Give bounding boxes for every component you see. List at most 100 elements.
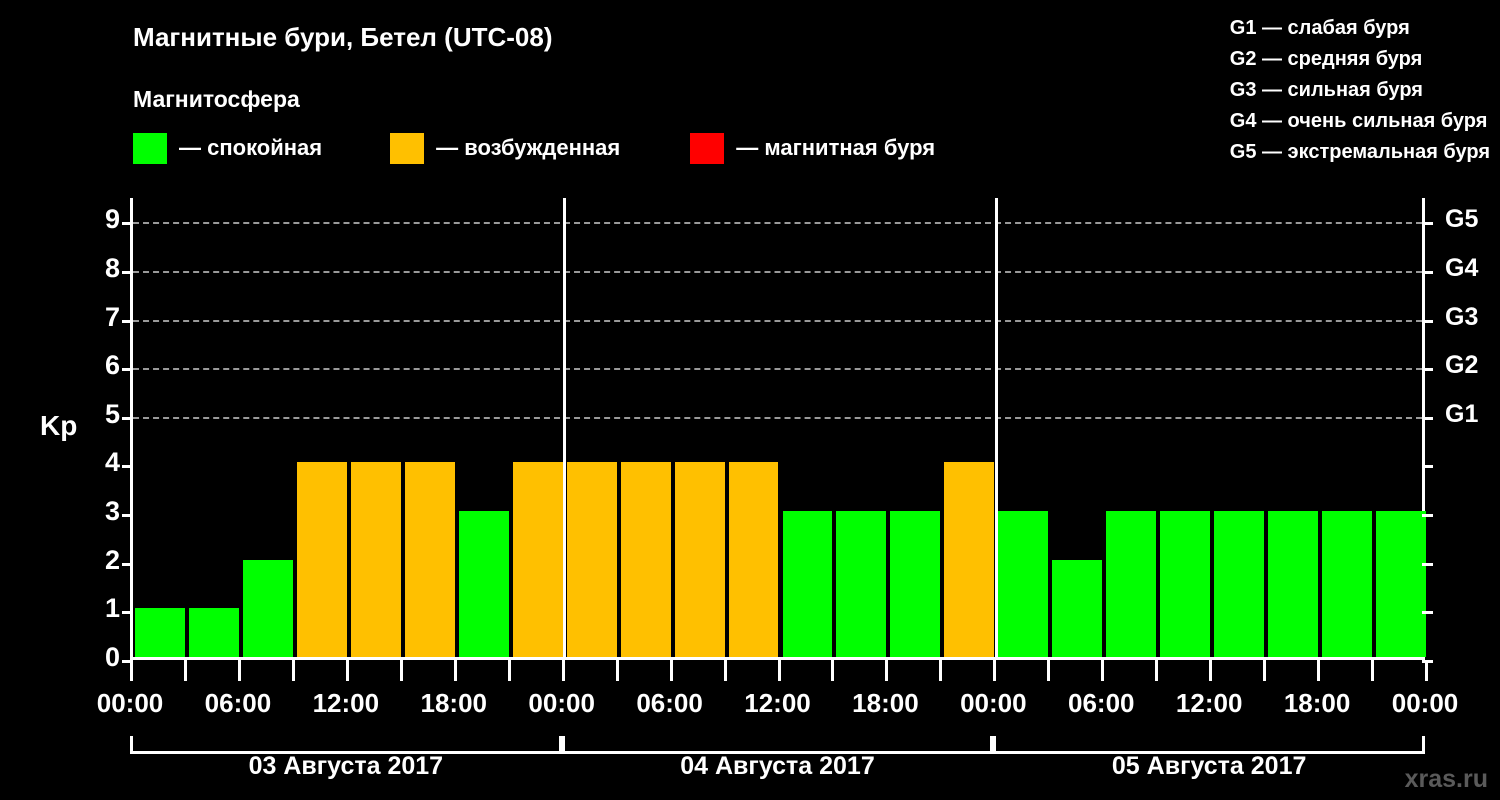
y-tick-left-9	[122, 222, 133, 226]
grid-line-kp-6	[133, 368, 1422, 371]
x-tick	[453, 660, 457, 681]
x-axis-label-8: 00:00	[960, 688, 1027, 718]
bar	[1052, 559, 1103, 657]
x-axis-label-3: 18:00	[420, 688, 488, 718]
x-axis-label-7: 18:00	[852, 688, 919, 718]
bar	[836, 511, 887, 657]
y-tick-right-5	[1422, 416, 1433, 420]
x-tick	[1371, 660, 1375, 681]
y-tick-left-2	[122, 562, 133, 566]
x-axis-label-10: 12:00	[1175, 688, 1243, 718]
x-tick	[723, 660, 727, 681]
y-axis-label-9: 9	[104, 204, 120, 235]
g-axis-label-G1: G1	[1445, 399, 1479, 428]
bar	[135, 608, 185, 657]
x-axis-label-11: 18:00	[1283, 688, 1351, 718]
x-tick	[885, 660, 889, 681]
x-tick	[1425, 660, 1428, 681]
bar	[1268, 511, 1319, 657]
bar	[242, 559, 293, 657]
g-scale-line-3: G3 — сильная буря	[1229, 79, 1423, 101]
x-tick	[831, 660, 835, 681]
bar	[674, 462, 725, 657]
y-tick-right-7	[1422, 319, 1433, 323]
x-tick	[1317, 660, 1321, 681]
x-tick	[561, 660, 565, 681]
legend-label-quiet: — спокойная	[179, 135, 323, 160]
g-scale-line-2: G2 — средняя буря	[1229, 48, 1423, 70]
x-tick	[399, 660, 403, 681]
legend-label-unsettled: — возбужденная	[436, 135, 621, 160]
grid-line-kp-9	[133, 222, 1422, 225]
y-tick-right-3	[1422, 514, 1433, 518]
x-axis-label-6: 12:00	[744, 688, 811, 718]
x-tick	[777, 660, 781, 681]
y-axis-label-6: 6	[104, 350, 120, 381]
x-tick	[130, 660, 133, 681]
day-separator	[994, 198, 998, 657]
bar	[1376, 511, 1426, 657]
x-axis-label-0: 00:00	[96, 688, 164, 718]
y-tick-right-4	[1422, 465, 1433, 469]
grid-line-kp-8	[133, 270, 1422, 273]
unsettled-swatch	[390, 132, 425, 164]
bar	[566, 462, 617, 657]
day-bracket	[130, 736, 562, 754]
y-tick-left-4	[122, 465, 133, 469]
bar	[350, 462, 401, 657]
x-tick	[345, 660, 349, 681]
storm-swatch	[690, 132, 725, 164]
y-tick-left-6	[122, 368, 133, 372]
day-bracket	[561, 736, 994, 754]
x-tick	[237, 660, 241, 681]
x-axis-label-12: 00:00	[1391, 688, 1459, 718]
g-scale-line-5: G5 — экстремальная буря	[1229, 141, 1490, 163]
y-axis-label-2: 2	[104, 544, 120, 575]
g-axis-label-G4: G4	[1445, 253, 1479, 282]
y-tick-right-8	[1422, 270, 1433, 274]
bar	[1214, 511, 1265, 657]
x-tick	[939, 660, 943, 681]
legend-item-unsettled: — возбужденная	[390, 131, 620, 165]
bar	[944, 462, 995, 657]
y-axis-label-5: 5	[104, 398, 120, 429]
quiet-swatch	[133, 132, 167, 164]
g-axis-label-G3: G3	[1445, 302, 1479, 331]
day-bracket	[993, 736, 1425, 754]
bar	[728, 462, 779, 657]
y-axis-caption: Kp	[40, 410, 78, 441]
bar	[890, 511, 941, 657]
x-axis-label-1: 06:00	[204, 688, 272, 718]
x-axis-label-2: 12:00	[312, 688, 380, 718]
bar	[782, 511, 833, 657]
g-scale-line-1: G1 — слабая буря	[1229, 17, 1410, 39]
g-axis-label-G5: G5	[1445, 205, 1479, 234]
grid-line-kp-7	[133, 319, 1422, 322]
x-tick	[1209, 660, 1213, 681]
y-axis-label-1: 1	[104, 593, 120, 624]
day-label: 04 Августа 2017	[680, 752, 875, 780]
page-title: Магнитные бури, Бетел (UTC-08)	[133, 22, 553, 52]
magnetosphere-heading: Магнитосфера	[133, 86, 300, 112]
x-tick	[507, 660, 511, 681]
bar	[1160, 511, 1211, 657]
grid-line-kp-5	[133, 416, 1422, 419]
day-separator	[563, 198, 567, 657]
bar	[1106, 511, 1157, 657]
bar	[188, 608, 239, 657]
x-tick	[993, 660, 997, 681]
watermark: xras.ru	[1404, 765, 1488, 793]
plot-area	[122, 198, 1433, 663]
bar	[512, 462, 563, 657]
y-tick-left-7	[122, 319, 133, 323]
y-tick-left-5	[122, 416, 133, 420]
x-tick	[1047, 660, 1051, 681]
x-axis-label-9: 06:00	[1068, 688, 1135, 718]
y-axis-label-7: 7	[104, 301, 120, 332]
x-tick	[669, 660, 673, 681]
y-axis-label-4: 4	[104, 447, 120, 478]
y-tick-right-6	[1422, 368, 1433, 372]
bar	[458, 511, 509, 657]
bar	[296, 462, 347, 657]
